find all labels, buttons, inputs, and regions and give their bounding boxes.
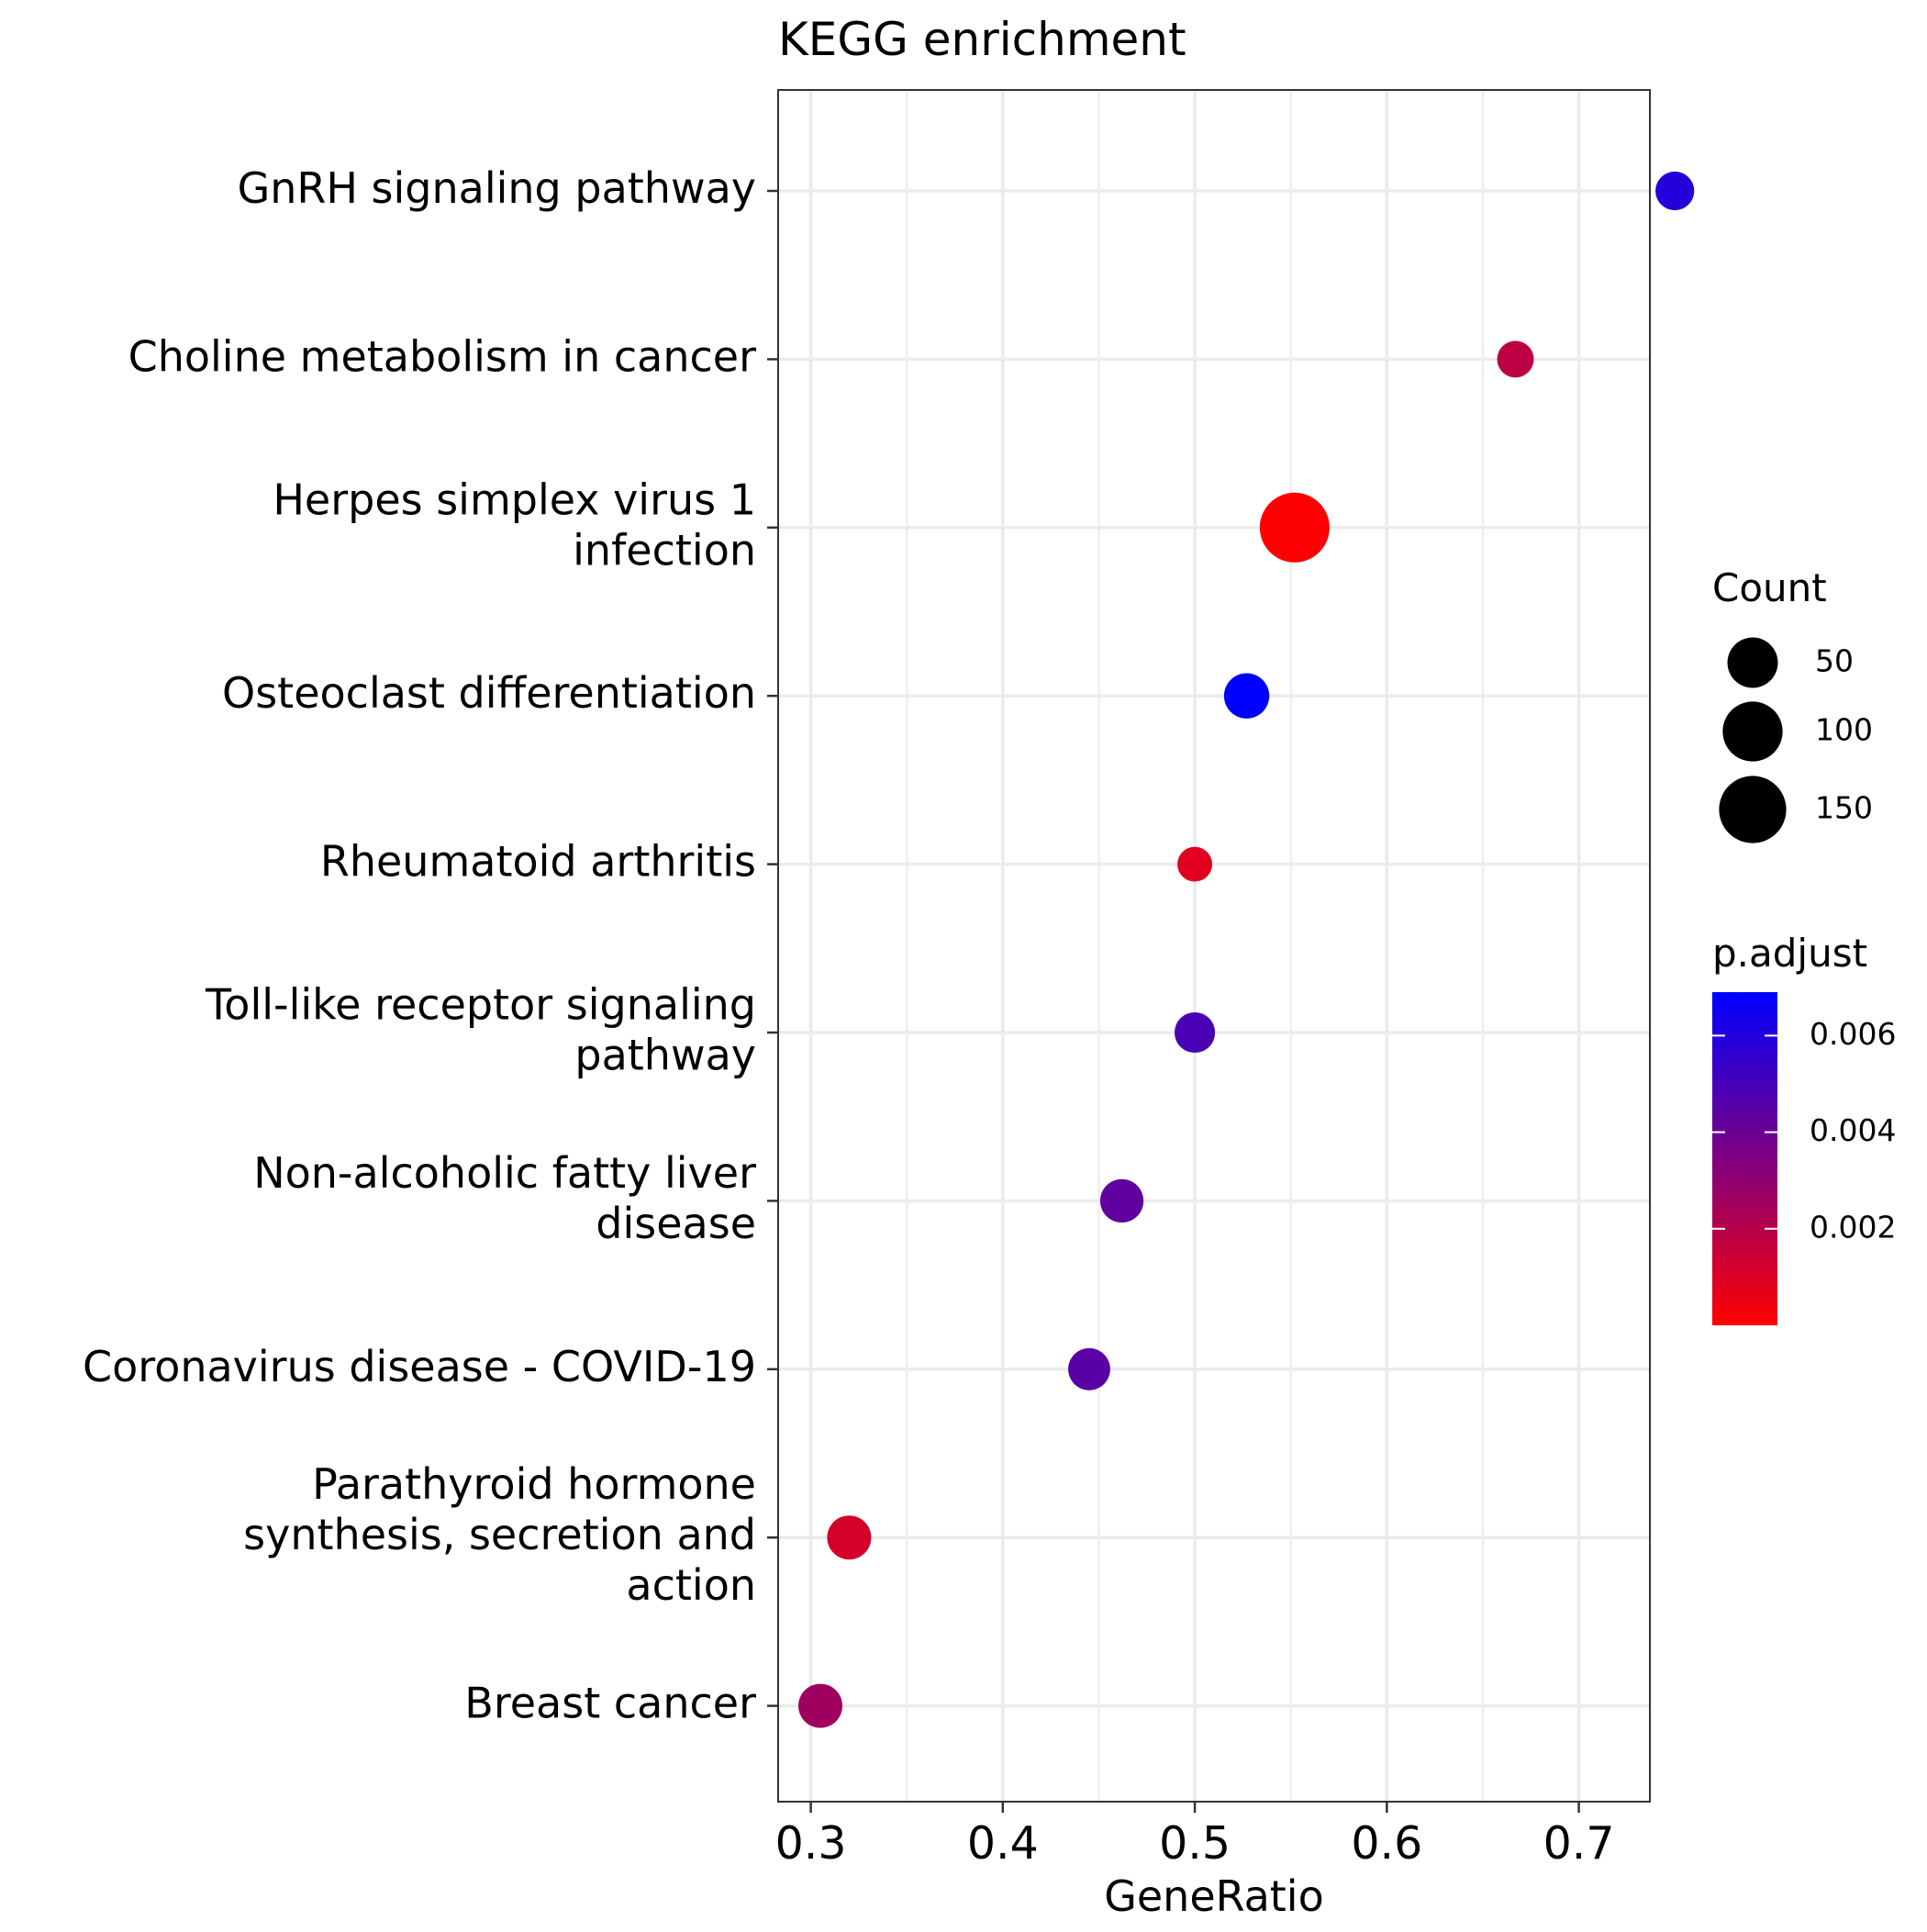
data-point: [1655, 171, 1695, 211]
data-point: [1223, 673, 1270, 719]
y-tick-label-line: Non-alcoholic fatty liver: [253, 1147, 756, 1197]
y-tick-label: Herpes simplex virus 1 infection: [273, 475, 756, 575]
size-legend-label: 50: [1815, 643, 1854, 679]
size-legend-key: [1719, 776, 1787, 843]
y-tick-label: GnRH signaling pathway: [238, 163, 756, 213]
y-tick-label-line: Parathyroid hormone: [312, 1459, 756, 1509]
data-point: [1259, 492, 1330, 563]
y-tick-label-line: Herpes simplex virus 1: [273, 475, 756, 524]
x-tick-label: 0.7: [1543, 1817, 1615, 1870]
size-legend: Count 50 100 150: [1712, 565, 1873, 843]
size-legend-label: 150: [1815, 790, 1873, 826]
panel-border: [777, 89, 1651, 1803]
data-point: [1175, 1011, 1216, 1054]
y-tick-label: Choline metabolism in cancer: [128, 331, 756, 381]
y-tick-label-line: Toll-like receptor signaling: [205, 979, 756, 1029]
y-tick-label-line: disease: [596, 1198, 756, 1247]
data-points: [798, 171, 1695, 1728]
plot-panel: [777, 89, 1695, 1803]
y-tick-label: Non-alcoholic fatty liver disease: [253, 1147, 756, 1247]
y-tick-label: Coronavirus disease - COVID-19: [83, 1341, 756, 1390]
x-axis-title: GeneRatio: [1104, 1871, 1324, 1921]
y-tick-label-line: Choline metabolism in cancer: [128, 331, 756, 381]
size-legend-label: 100: [1815, 712, 1873, 748]
chart-title: KEGG enrichment: [778, 13, 1186, 66]
data-point: [1068, 1347, 1110, 1390]
y-tick-label-line: action: [626, 1560, 756, 1610]
panel-background: [778, 90, 1650, 1802]
y-tick-label-line: Coronavirus disease - COVID-19: [83, 1341, 756, 1390]
size-legend-key: [1727, 637, 1778, 688]
x-tick-label: 0.4: [967, 1817, 1039, 1870]
color-legend-label: 0.006: [1810, 1016, 1896, 1052]
y-tick-label-line: Breast cancer: [464, 1678, 756, 1727]
y-tick-label: Breast cancer: [464, 1678, 756, 1727]
grid-minor: [906, 90, 1484, 1802]
color-legend-title: p.adjust: [1712, 931, 1867, 976]
y-tick-label: Parathyroid hormone synthesis, secretion …: [243, 1459, 756, 1610]
color-legend-bar: [1712, 992, 1777, 1325]
data-point: [827, 1515, 872, 1560]
x-tick-label: 0.3: [775, 1817, 847, 1870]
y-tick-label-line: infection: [573, 525, 756, 575]
x-tick-label: 0.6: [1351, 1817, 1422, 1870]
size-legend-title: Count: [1712, 565, 1827, 610]
y-tick-label-line: Rheumatoid arthritis: [320, 836, 756, 886]
color-legend: p.adjust 0.006 0.004 0.002: [1712, 931, 1896, 1325]
y-tick-label: Rheumatoid arthritis: [320, 836, 756, 886]
data-point: [798, 1683, 843, 1728]
y-tick-label-line: synthesis, secretion and: [243, 1510, 756, 1559]
y-tick-label: Osteoclast differentiation: [222, 668, 756, 718]
data-point: [1177, 846, 1213, 882]
y-tick-label: Toll-like receptor signaling pathway: [205, 979, 756, 1079]
y-axis: GnRH signaling pathway Choline metabolism…: [83, 163, 778, 1727]
y-tick-label-line: pathway: [574, 1030, 756, 1079]
size-legend-key: [1722, 701, 1783, 762]
y-tick-label-line: Osteoclast differentiation: [222, 668, 756, 718]
color-legend-label: 0.002: [1810, 1209, 1896, 1245]
data-point: [1099, 1178, 1144, 1223]
x-axis: 0.3 0.4 0.5 0.6 0.7: [775, 1802, 1615, 1870]
y-tick-label-line: GnRH signaling pathway: [238, 163, 756, 213]
data-point: [1497, 341, 1534, 378]
color-legend-label: 0.004: [1810, 1112, 1896, 1148]
x-tick-label: 0.5: [1159, 1817, 1231, 1870]
